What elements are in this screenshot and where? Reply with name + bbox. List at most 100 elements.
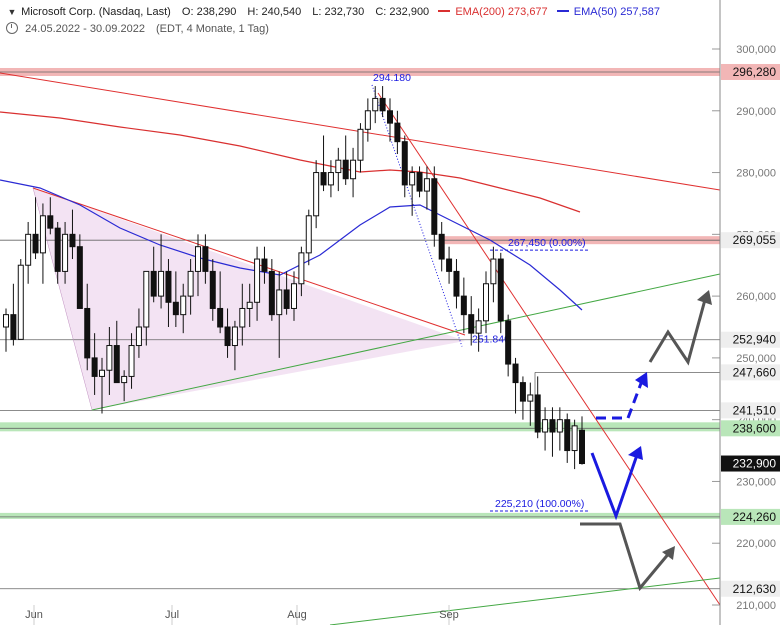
x-tick-label: Aug bbox=[287, 609, 307, 621]
candle-body bbox=[453, 270, 460, 297]
y-tick-label: 300,000 bbox=[736, 44, 776, 56]
level-label-box bbox=[721, 331, 780, 348]
candle-body bbox=[187, 270, 194, 297]
candle bbox=[121, 370, 128, 402]
level-label: 232,900 bbox=[733, 457, 777, 471]
candle bbox=[423, 166, 430, 210]
candle-body bbox=[416, 172, 423, 192]
candle-body bbox=[113, 345, 120, 384]
candle-body bbox=[3, 314, 9, 328]
blue-dashed-arrow bbox=[596, 377, 645, 420]
candle bbox=[239, 283, 246, 346]
y-tick-label: 290,000 bbox=[736, 106, 776, 118]
candle-body bbox=[490, 258, 497, 285]
candle bbox=[143, 270, 150, 346]
candle bbox=[217, 271, 224, 334]
level-label: 252,940 bbox=[733, 333, 777, 347]
candle bbox=[128, 333, 135, 389]
candle-body bbox=[291, 283, 297, 309]
ema200-legend-icon bbox=[438, 10, 451, 12]
candle bbox=[512, 357, 519, 414]
ema50-value: 257,587 bbox=[620, 6, 661, 18]
candle bbox=[475, 308, 482, 352]
candle bbox=[91, 333, 98, 395]
candle-body bbox=[106, 345, 113, 371]
candle-body bbox=[519, 382, 526, 402]
candles-layer bbox=[3, 86, 585, 470]
red-trendline-triangle bbox=[32, 187, 466, 336]
candle bbox=[357, 123, 364, 173]
candle bbox=[47, 197, 54, 235]
candle bbox=[460, 277, 467, 334]
candle bbox=[150, 246, 157, 303]
candle-body bbox=[379, 97, 386, 112]
date-row: 24.05.2022 - 30.09.2022 (EDT, 4 Monate, … bbox=[6, 22, 269, 35]
ema200-label: EMA(200) bbox=[455, 6, 505, 18]
candle-body bbox=[17, 264, 24, 340]
candle bbox=[497, 252, 504, 334]
candle bbox=[224, 308, 231, 358]
level-label-box bbox=[721, 455, 780, 472]
time-axis: Jun Jul Aug Sep bbox=[25, 605, 459, 625]
candle bbox=[254, 246, 261, 321]
candle-body bbox=[549, 419, 556, 433]
candle bbox=[534, 376, 541, 439]
candle bbox=[54, 221, 61, 284]
candle bbox=[313, 160, 320, 229]
ema50-line bbox=[0, 179, 583, 311]
candle-body bbox=[62, 233, 69, 272]
candle-body bbox=[527, 394, 534, 402]
candle-body bbox=[276, 289, 283, 316]
level-label: 224,260 bbox=[733, 510, 777, 524]
candle-body bbox=[261, 258, 268, 272]
green-trendline-lower bbox=[329, 577, 721, 625]
candle-body bbox=[143, 270, 150, 328]
candle-body bbox=[158, 270, 165, 297]
x-tick-label: Jul bbox=[165, 609, 179, 621]
candle bbox=[32, 197, 39, 260]
candle bbox=[571, 419, 578, 470]
candle bbox=[113, 320, 120, 384]
chart-header: ▼ Microsoft Corp. (Nasdaq, Last) O: 238,… bbox=[0, 0, 720, 40]
level-label-box bbox=[721, 580, 780, 597]
candle bbox=[505, 314, 512, 377]
ema50-label: EMA(50) bbox=[573, 6, 618, 18]
candle-body bbox=[128, 345, 135, 377]
candle-body bbox=[268, 270, 275, 316]
candle bbox=[409, 166, 416, 216]
candle bbox=[401, 135, 408, 198]
candle bbox=[283, 271, 290, 315]
candle bbox=[542, 407, 549, 451]
candle-body bbox=[335, 159, 342, 174]
candle-body bbox=[357, 128, 364, 161]
candle bbox=[453, 259, 460, 309]
close-value: C: 232,900 bbox=[375, 6, 430, 18]
candle bbox=[379, 86, 386, 117]
candle-body bbox=[25, 233, 32, 266]
candle-body bbox=[483, 283, 489, 322]
candle bbox=[519, 376, 526, 420]
gray-lower-arrow bbox=[580, 522, 672, 592]
candle bbox=[231, 320, 238, 371]
chevron-down-icon[interactable]: ▼ bbox=[7, 7, 17, 17]
level-label-box bbox=[721, 63, 780, 80]
candle bbox=[291, 271, 297, 321]
candle bbox=[549, 407, 556, 457]
candle bbox=[387, 98, 393, 142]
candle bbox=[350, 147, 357, 198]
candle-body bbox=[231, 326, 238, 347]
candle-body bbox=[224, 326, 231, 347]
candle-body bbox=[542, 419, 549, 433]
candle-body bbox=[54, 227, 61, 272]
level-label: 296,280 bbox=[733, 65, 777, 79]
candle bbox=[135, 308, 142, 358]
candle bbox=[39, 203, 46, 284]
candle bbox=[84, 283, 91, 371]
candle bbox=[305, 209, 312, 266]
candle bbox=[202, 234, 209, 284]
y-tick-label: 210,000 bbox=[736, 600, 776, 612]
candle-body bbox=[446, 258, 453, 272]
candle bbox=[446, 246, 453, 284]
candle-body bbox=[246, 301, 253, 309]
candle bbox=[209, 259, 216, 321]
